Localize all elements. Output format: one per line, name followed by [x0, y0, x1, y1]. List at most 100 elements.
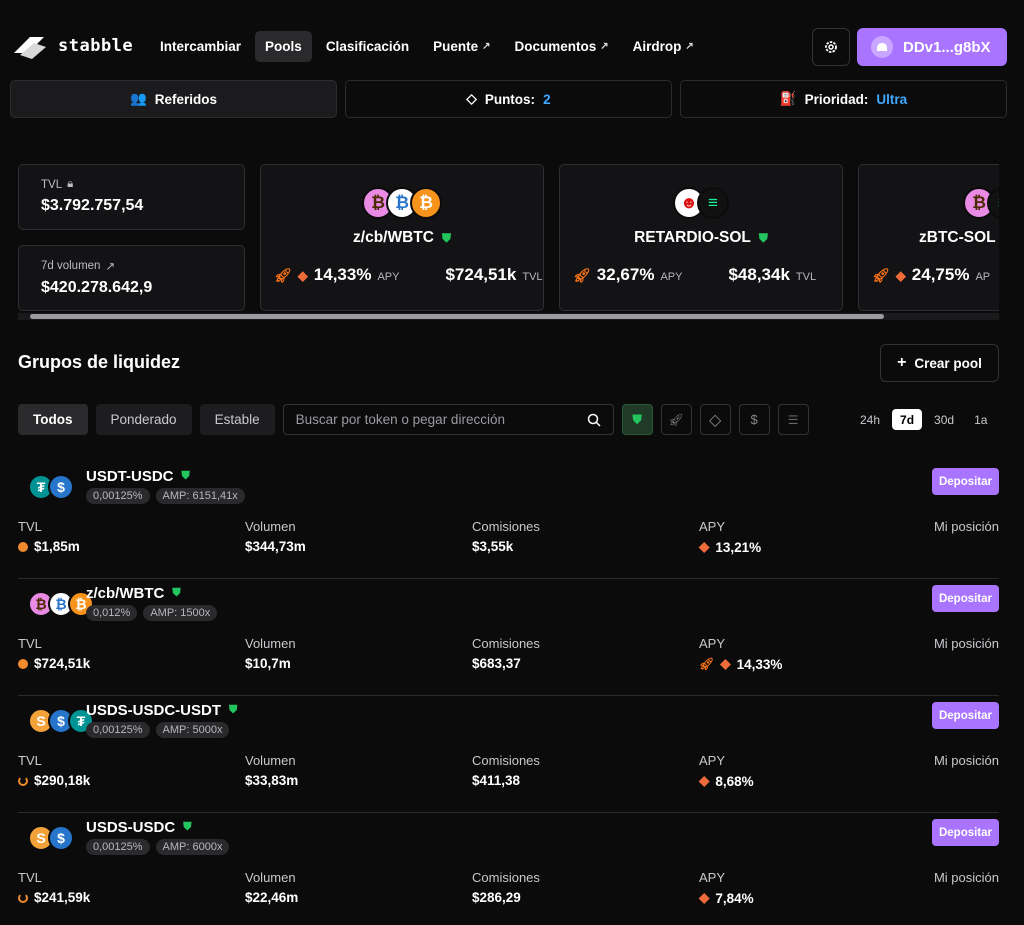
tvl-stat-label: TVL: [41, 178, 63, 191]
diamond-icon: ◆: [699, 539, 710, 554]
pool-name: z/cb/WBTC: [86, 585, 165, 602]
tvl-header: TVL: [18, 519, 42, 534]
section-title: Grupos de liquidez: [18, 352, 181, 372]
users-icon: 👥: [129, 91, 147, 106]
filter-weighted[interactable]: Ponderado: [95, 404, 192, 435]
deposit-button[interactable]: Depositar: [932, 585, 999, 612]
verified-shield-icon: ⛊: [183, 821, 192, 833]
filter-stable[interactable]: Estable: [199, 404, 275, 435]
tvl-value: $724,51k: [34, 656, 91, 671]
boosted-filter-button[interactable]: 🚀︎: [660, 404, 692, 435]
external-link-icon: ↗: [600, 41, 609, 52]
pool-row[interactable]: S $ USDS-USDC ⛊ 0,00125% AMP: 6000x Deposi…: [18, 813, 999, 925]
fee-tag: 0,00125%: [86, 488, 150, 504]
apy-value: 24,75%: [911, 265, 970, 284]
position-header: Mi posición: [933, 753, 999, 768]
fees-header: Comisiones: [472, 636, 540, 651]
pool-row[interactable]: ₿ ₿ ₿ z/cb/WBTC ⛊ 0,012% AMP: 1500x Deposi…: [18, 579, 999, 696]
period-24h[interactable]: 24h: [860, 412, 881, 427]
points-filter-button[interactable]: ◇: [699, 404, 731, 435]
diamond-icon: ◆: [720, 656, 731, 671]
apy-value: 7,84%: [715, 890, 754, 906]
volume-header: Volumen: [245, 753, 296, 768]
referrals-button[interactable]: 👥 Referidos: [10, 80, 337, 118]
main-nav: Intercambiar Pools Clasificación Puente ↗…: [150, 31, 704, 62]
dollar-icon: $: [750, 412, 758, 427]
dollar-filter-button[interactable]: $: [738, 404, 770, 435]
nav-pools[interactable]: Pools: [255, 31, 312, 62]
featured-pool-card[interactable]: ₿ ≡ zBTC-SOL 🚀︎ ◆ 24,75% AP: [858, 164, 999, 311]
featured-card-clip: ₿ ≡ zBTC-SOL 🚀︎ ◆ 24,75% AP: [858, 164, 999, 311]
settings-filter-button[interactable]: ☰: [777, 404, 809, 435]
verified-filter-button[interactable]: ⛊: [621, 404, 653, 435]
priority-value: Ultra: [876, 91, 908, 107]
position-header: Mi posición: [933, 870, 999, 885]
fee-tag: 0,00125%: [86, 722, 150, 738]
nav-documentos[interactable]: Documentos ↗: [505, 31, 619, 62]
retardio-icon: ☻: [673, 187, 705, 219]
create-pool-button[interactable]: + Crear pool: [880, 344, 999, 382]
wbtc-icon: ₿: [68, 591, 94, 617]
settings-button[interactable]: [812, 28, 850, 66]
nav-label: Intercambiar: [160, 39, 242, 54]
plus-icon: +: [897, 354, 907, 371]
apy-value: 8,68%: [715, 773, 754, 789]
amp-tag: AMP: 6151,41x: [155, 488, 245, 504]
filter-all[interactable]: Todos: [18, 404, 88, 435]
nav-puente[interactable]: Puente ↗: [423, 31, 500, 62]
verified-shield-icon: ⛊: [758, 230, 768, 245]
nav-airdrop[interactable]: Airdrop ↗: [623, 31, 704, 62]
stabble-logo[interactable]: stabble: [10, 31, 133, 61]
diamond-icon: ◇: [466, 91, 477, 106]
featured-pool-card[interactable]: ₿ ₿ ₿ z/cb/WBTC ⛊ 🚀︎ ◆ 14,33% APY $724,51…: [260, 164, 544, 311]
position-header: Mi posición: [933, 519, 999, 534]
lock-icon: 🔒︎: [67, 178, 74, 190]
tvl-value: $724,51k: [445, 265, 517, 284]
featured-pool-card[interactable]: ☻ ≡ RETARDIO-SOL ⛊ 🚀︎ 32,67% APY $48,34k …: [559, 164, 843, 311]
rewards-bar: 👥 Referidos ◇ Puntos: 2 ⛽ Prioridad: Ult…: [10, 80, 1007, 118]
tvl-status-icon: [18, 541, 28, 552]
apy-value: 14,33%: [736, 656, 783, 672]
apy-value: 32,67%: [596, 265, 655, 284]
scrollbar-thumb[interactable]: [30, 314, 884, 319]
referrals-label: Referidos: [154, 91, 218, 107]
nav-intercambiar[interactable]: Intercambiar: [150, 31, 251, 62]
pool-row[interactable]: ₮ $ USDT-USDC ⛊ 0,00125% AMP: 6151,41x Dep…: [18, 462, 999, 579]
token-icons: ₿ ≡: [859, 187, 999, 219]
usdc-icon: $: [48, 825, 74, 851]
sol-icon: ≡: [697, 187, 729, 219]
volume-value: $22,46m: [245, 890, 299, 905]
period-1a[interactable]: 1a: [974, 412, 988, 427]
apy-header: APY: [699, 636, 726, 651]
points-value: 2: [543, 91, 551, 107]
tvl-stat-value: $3.792.757,54: [41, 197, 144, 214]
horizontal-scrollbar[interactable]: [18, 313, 999, 320]
tvl-label: TVL: [522, 271, 543, 283]
period-7d[interactable]: 7d: [892, 409, 923, 430]
nav-clasificacion[interactable]: Clasificación: [316, 31, 419, 62]
points-button[interactable]: ◇ Puntos: 2: [345, 80, 672, 118]
fees-value: $411,38: [472, 773, 521, 788]
token-icons: ₿ ₿ ₿: [261, 187, 543, 219]
deposit-button[interactable]: Depositar: [932, 702, 999, 729]
nav-label: Documentos: [514, 39, 597, 54]
tvl-value: $1,85m: [34, 539, 80, 554]
priority-button[interactable]: ⛽ Prioridad: Ultra: [680, 80, 1007, 118]
search-input[interactable]: Buscar por token o pegar dirección: [282, 404, 614, 435]
deposit-button[interactable]: Depositar: [932, 468, 999, 495]
pool-row[interactable]: S $ ₮ USDS-USDC-USDT ⛊ 0,00125% AMP: 5000x…: [18, 696, 999, 813]
pool-name: USDS-USDC: [86, 819, 176, 836]
tvl-status-icon: [18, 775, 28, 786]
usdc-icon: $: [48, 474, 74, 500]
deposit-button[interactable]: Depositar: [932, 819, 999, 846]
nav-label: Puente: [433, 39, 479, 54]
usdt-icon: ₮: [68, 708, 94, 734]
token-icons: ☻ ≡: [560, 187, 842, 219]
volume-value: $344,73m: [245, 539, 306, 554]
volume-value: $10,7m: [245, 656, 291, 671]
period-30d[interactable]: 30d: [934, 412, 955, 427]
search-icon: [587, 413, 601, 427]
pool-name: z/cb/WBTC: [353, 229, 434, 246]
tvl-status-icon: [18, 892, 28, 903]
wallet-button[interactable]: DDv1...g8bX: [857, 28, 1007, 66]
